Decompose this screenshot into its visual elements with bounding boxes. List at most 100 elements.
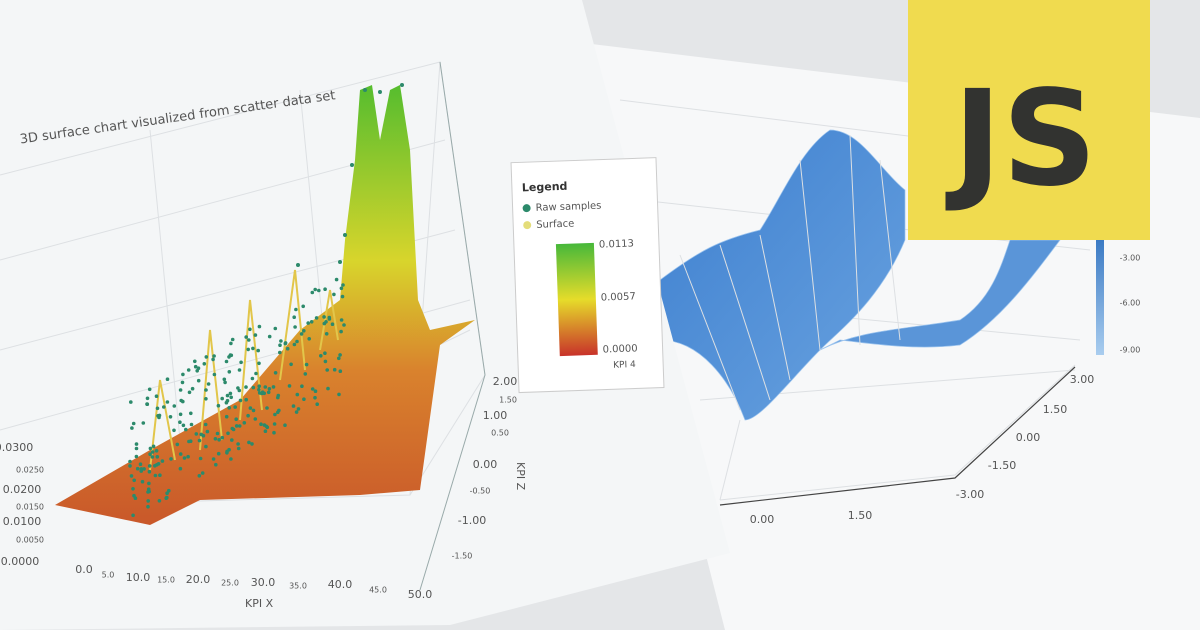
y-tick-label: 0.0000 (1, 555, 40, 568)
sample-dot (224, 414, 229, 419)
sample-dot (246, 347, 250, 352)
x-tick-label: 45.0 (369, 586, 387, 595)
sample-dot (202, 362, 207, 366)
sample-dot (250, 376, 255, 381)
sample-dot (178, 420, 182, 425)
sample-dot (225, 393, 230, 398)
z-tick-label: -1.50 (988, 459, 1016, 472)
sample-dot (229, 353, 234, 358)
sample-dot (150, 455, 155, 459)
sample-dot (234, 424, 239, 428)
sample-dot (165, 377, 170, 382)
sample-dot (140, 479, 145, 484)
sample-dot (253, 333, 258, 337)
sample-dot (148, 452, 152, 457)
y-tick-label: 0.0200 (3, 483, 42, 496)
y-tick-label: 0.0100 (3, 515, 42, 528)
sample-dot (315, 402, 320, 407)
sample-dot (337, 356, 341, 361)
sample-dot (257, 361, 261, 366)
sample-dot (263, 385, 268, 389)
sample-dot (134, 454, 139, 459)
sample-dot (244, 385, 248, 389)
sample-dot (172, 404, 177, 408)
sample-dot (338, 369, 343, 374)
sample-dot (188, 439, 193, 444)
sample-dot (250, 442, 254, 446)
sample-dot (222, 377, 227, 382)
legend-scale-label: 0.0113 (599, 238, 634, 250)
sample-dot (178, 466, 183, 471)
surface (55, 85, 475, 525)
sample-dot (313, 389, 318, 394)
sample-dot (247, 338, 251, 342)
sample-dot (257, 387, 261, 392)
sample-dot (229, 395, 233, 400)
sample-dot (196, 366, 201, 371)
sample-dot (184, 427, 188, 432)
z-tick-label: 1.50 (1043, 403, 1068, 416)
sample-dot (326, 386, 330, 391)
sample-dot (323, 287, 327, 292)
sample-dot (254, 371, 258, 376)
sample-dot (330, 322, 335, 327)
sample-dot (160, 459, 165, 463)
sample-dot (293, 325, 297, 329)
sample-dot (146, 499, 150, 503)
sample-dot (256, 348, 261, 353)
sample-dot (239, 360, 243, 365)
sample-dot (216, 403, 221, 408)
sample-dot (236, 442, 240, 446)
sample-dot (400, 83, 404, 87)
sample-dot (317, 288, 321, 293)
sample-dot (155, 455, 160, 459)
sample-dot (147, 464, 152, 468)
legend-title: Legend (522, 180, 568, 195)
z-tick-label: 1.50 (499, 396, 517, 405)
sample-dot (145, 402, 149, 406)
color-scale-label: -9.00 (1120, 346, 1141, 355)
sample-dot (340, 294, 345, 299)
sample-dot (230, 438, 234, 442)
legend-scale-label: 0.0057 (601, 291, 636, 303)
sample-dot (310, 290, 315, 295)
sample-dot (198, 456, 203, 461)
sample-dot (310, 387, 315, 391)
sample-dot (230, 426, 235, 431)
sample-dot (162, 405, 166, 409)
legend-marker (523, 221, 532, 230)
sample-dot (153, 464, 157, 468)
sample-dot (271, 385, 276, 389)
sample-dot (313, 287, 318, 292)
sample-dot (135, 466, 140, 471)
sample-dot (302, 397, 306, 402)
sample-dot (237, 388, 242, 393)
sample-dot (189, 411, 193, 416)
sample-dot (172, 428, 176, 433)
sample-dot (181, 372, 185, 377)
sample-dot (178, 452, 183, 456)
sample-dot (299, 332, 304, 336)
sample-dot (251, 408, 256, 413)
sample-dot (237, 424, 242, 428)
sample-dot (132, 478, 136, 483)
sample-dot (165, 400, 170, 404)
sample-dot (237, 368, 242, 372)
legend-scale-label: 0.0000 (602, 343, 637, 355)
sample-dot (251, 385, 256, 390)
sample-dot (314, 316, 319, 320)
sample-dot (175, 442, 180, 447)
sample-dot (278, 343, 282, 348)
sample-dot (304, 362, 309, 367)
sample-dot (186, 454, 190, 459)
sample-dot (145, 396, 150, 401)
sample-dot (217, 438, 221, 442)
sample-dot (339, 286, 344, 291)
sample-dot (339, 329, 343, 334)
x-tick-label: 30.0 (251, 576, 276, 589)
sample-dot (342, 323, 346, 327)
sample-dot (327, 315, 332, 320)
x-tick-label: 40.0 (328, 578, 353, 591)
x-tick-label: 15.0 (157, 576, 175, 585)
sample-dot (228, 391, 233, 396)
